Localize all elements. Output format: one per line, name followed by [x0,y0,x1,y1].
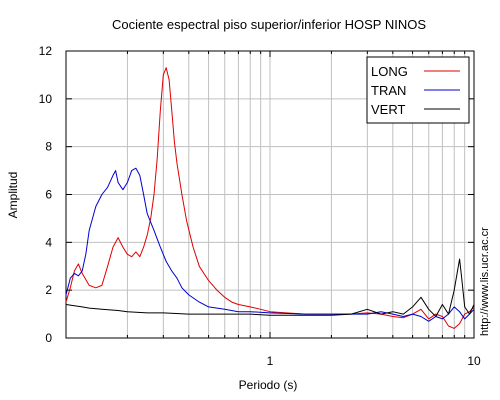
y-axis-ticks: 0 2 4 6 8 10 12 [39,44,474,345]
chart-title: Cociente espectral piso superior/inferio… [112,17,426,32]
legend: LONG TRAN VERT [366,56,470,124]
y-tick-label: 12 [39,44,53,58]
legend-label-vert: VERT [371,102,405,117]
x-axis-ticks: 1 10 [126,51,481,368]
y-tick-label: 0 [45,331,52,345]
credit-url: http://www.lis.ucr.ac.cr [479,227,491,336]
series-lines [65,67,475,329]
y-tick-label: 6 [45,188,52,202]
y-axis-title: Amplitud [6,172,20,219]
x-tick-label: 10 [467,354,481,368]
y-tick-label: 4 [45,235,52,249]
legend-label-tran: TRAN [371,83,406,98]
series-line-vert [65,258,475,317]
y-tick-label: 2 [45,283,52,297]
y-tick-label: 10 [39,92,53,106]
x-axis-title: Periodo (s) [239,378,298,392]
series-line-long [65,67,475,329]
series-line-tran [65,167,475,322]
legend-label-long: LONG [371,64,408,79]
y-tick-label: 8 [45,140,52,154]
x-tick-label: 1 [267,354,274,368]
